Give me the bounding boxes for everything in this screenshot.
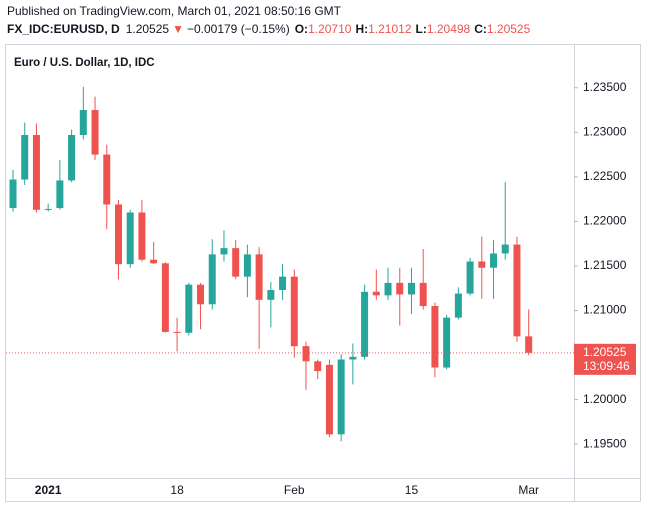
candle-body [208,254,216,305]
candle-body [431,306,439,368]
chart-title: Euro / U.S. Dollar, 1D, IDC [14,57,155,69]
change: −0.00179 (−0.15%) [187,22,290,36]
ohlc-value: 1.20710 [308,22,352,36]
candle-body [185,284,193,333]
last-price-tag [574,343,636,375]
y-tick-label: 1.22500 [583,169,627,183]
candle-body [384,282,392,296]
candle-body [9,179,17,209]
ohlc-value: 1.20525 [487,22,531,36]
y-tick-label: 1.21500 [583,258,627,272]
symbol-header: FX_IDC:EURUSD, D 1.20525 ▼ −0.00179 (−0.15%… [7,22,531,36]
ohlc-label: O: [295,22,308,36]
candle-body [466,261,474,294]
candle-body [126,212,134,265]
ohlc-label: C: [474,22,487,36]
y-tick-label: 1.20000 [583,392,627,406]
candle-body [490,253,498,268]
candle-body [419,282,427,307]
candle-body [68,134,76,181]
candle-body [337,359,345,435]
x-tick-label: 18 [170,483,184,497]
last-price-label: 1.20525 [583,345,627,359]
candle-body [349,356,357,360]
change-arrow: ▼ [172,22,184,36]
candle-body [372,291,380,296]
candle-body [407,282,415,295]
candle-body [150,259,158,264]
last-price: 1.20525 [126,22,170,36]
candle-body [501,244,509,254]
candle-body [255,254,263,300]
y-tick-label: 1.23000 [583,124,627,138]
candle-body [243,254,251,277]
candle-body [290,276,298,347]
ohlc-value: 1.21012 [368,22,412,36]
candle-body [103,154,111,205]
candle-body [396,282,404,295]
candle-body [197,284,205,305]
countdown-label: 13:09:46 [583,359,630,373]
y-tick-label: 1.21000 [583,303,627,317]
candle-body [220,248,228,255]
candle-body [513,244,521,337]
candle-body [279,276,287,291]
candle-body [454,293,462,318]
ohlc-label: L: [416,22,427,36]
candle-body [232,248,240,277]
x-tick-label: 2021 [35,483,62,497]
candle-body [56,180,64,209]
y-tick-label: 1.22000 [583,214,627,228]
candle-body [325,364,333,435]
ohlc-label: H: [355,22,368,36]
candle-body [173,331,181,333]
candle-body [478,261,486,268]
candle-body [32,134,40,210]
candle-body [302,346,310,362]
candle-body [314,361,322,372]
candle-body [114,204,122,265]
published-note: Published on TradingView.com, March 01, … [7,4,342,18]
candle-body [267,290,275,300]
y-tick-label: 1.23500 [583,80,627,94]
symbol: FX_IDC:EURUSD, D [7,22,120,36]
candle-body [443,317,451,368]
candle-body [44,208,52,210]
x-tick-label: Mar [518,483,539,497]
chart-frame [5,44,641,502]
candle-body [361,291,369,357]
candle-body [91,110,99,155]
y-tick-label: 1.19500 [583,436,627,450]
x-tick-label: Feb [284,483,305,497]
ohlc-value: 1.20498 [427,22,471,36]
x-tick-label: 15 [405,483,419,497]
candle-body [79,110,87,135]
candle-body [138,212,146,260]
candle-body [161,263,169,332]
candle-body [21,134,29,180]
candle-body [525,336,533,353]
